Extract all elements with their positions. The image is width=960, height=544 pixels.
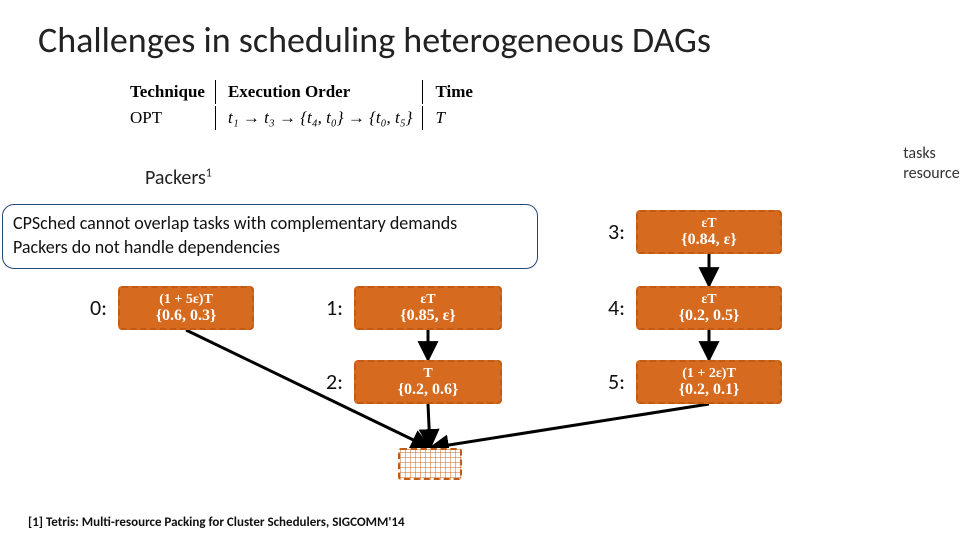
node-4-vec: {0.2, 0.5}	[638, 307, 780, 325]
packers-text: Packers	[145, 166, 206, 190]
page-title: Challenges in scheduling heterogeneous D…	[38, 18, 711, 62]
node-3-vec: {0.84, ε}	[638, 231, 780, 249]
sink-node	[398, 448, 462, 480]
node-5-time: (1 + 2ε)T	[638, 366, 780, 381]
cell-time: T	[425, 106, 482, 130]
node-label-2: 2:	[326, 368, 343, 395]
node-3-time: εT	[638, 216, 780, 231]
node-0-vec: {0.6, 0.3}	[120, 307, 252, 325]
opt-table: Technique Execution Order Time OPT t₁ → …	[118, 78, 485, 134]
node-3: εT {0.84, ε}	[636, 210, 782, 254]
footnote: [1] Tetris: Multi-resource Packing for C…	[28, 515, 405, 530]
packers-sup: 1	[206, 166, 212, 180]
node-label-5: 5:	[608, 368, 625, 395]
node-label-0: 0:	[90, 294, 107, 321]
node-0-time: (1 + 5ε)T	[120, 292, 252, 307]
node-2: T {0.2, 0.6}	[354, 360, 502, 404]
col-order: Execution Order	[218, 80, 424, 104]
dag-area: 0: 1: 2: 3: 4: 5: (1 + 5ε)T {0.6, 0.3} ε…	[0, 214, 960, 544]
node-label-3: 3:	[608, 218, 625, 245]
cell-technique: OPT	[120, 106, 216, 130]
node-4: εT {0.2, 0.5}	[636, 286, 782, 330]
legend-resources: resources	[903, 164, 960, 184]
node-2-vec: {0.2, 0.6}	[356, 381, 500, 399]
node-1-time: εT	[356, 292, 500, 307]
legend-tasks: tasks	[903, 144, 960, 164]
node-label-1: 1:	[326, 294, 343, 321]
node-2-time: T	[356, 366, 500, 381]
node-5: (1 + 2ε)T {0.2, 0.1}	[636, 360, 782, 404]
col-technique: Technique	[120, 80, 216, 104]
cell-order: t₁ → t₃ → {t₄, t₀} → {t₀, t₅}	[218, 106, 424, 130]
node-0: (1 + 5ε)T {0.6, 0.3}	[118, 286, 254, 330]
col-time: Time	[425, 80, 482, 104]
side-legend: tasks resources	[903, 144, 960, 184]
node-label-4: 4:	[608, 294, 625, 321]
node-4-time: εT	[638, 292, 780, 307]
packers-label: Packers1	[145, 166, 212, 190]
node-5-vec: {0.2, 0.1}	[638, 381, 780, 399]
node-1-vec: {0.85, ε}	[356, 307, 500, 325]
node-1: εT {0.85, ε}	[354, 286, 502, 330]
